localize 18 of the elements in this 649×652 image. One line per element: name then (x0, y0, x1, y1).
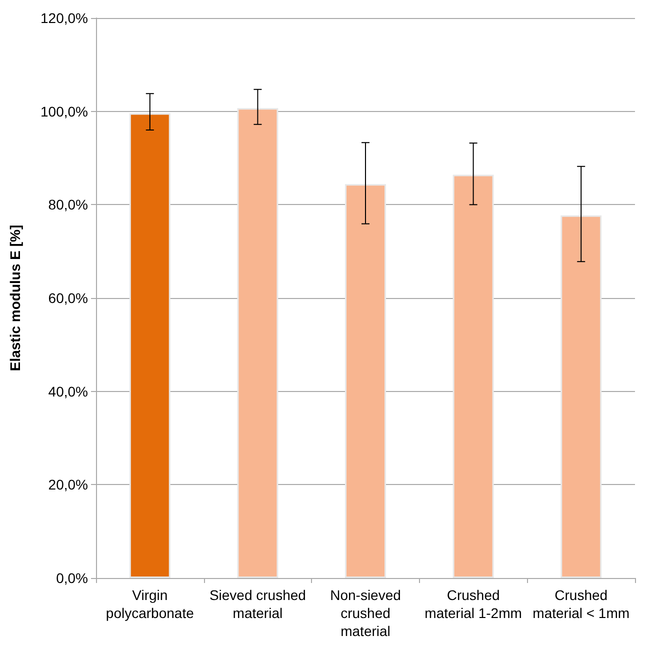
y-tick-label: 80,0% (48, 196, 88, 213)
bar (237, 108, 278, 578)
x-tick-label: Crushed material 1-2mm (424, 587, 522, 621)
y-tick-label: 0,0% (56, 570, 88, 586)
x-tick-label: Non-sieved crushed material (330, 587, 401, 639)
bar (452, 174, 494, 578)
bar (129, 113, 170, 578)
x-tick-label: Virgin polycarbonate (106, 587, 194, 621)
y-axis-title: Elastic modulus E [%] (7, 224, 23, 372)
y-tick-label: 60,0% (48, 290, 88, 306)
y-tick-label: 40,0% (48, 383, 88, 400)
y-tick-label: 20,0% (48, 476, 88, 493)
x-tick-label: Crushed material < 1mm (532, 587, 630, 621)
y-tick-label: 100,0% (40, 103, 88, 120)
y-tick-label: 120,0% (40, 10, 88, 26)
bar (345, 184, 386, 578)
bar (560, 215, 602, 578)
x-tick-label: Sieved crushed material (209, 587, 306, 621)
